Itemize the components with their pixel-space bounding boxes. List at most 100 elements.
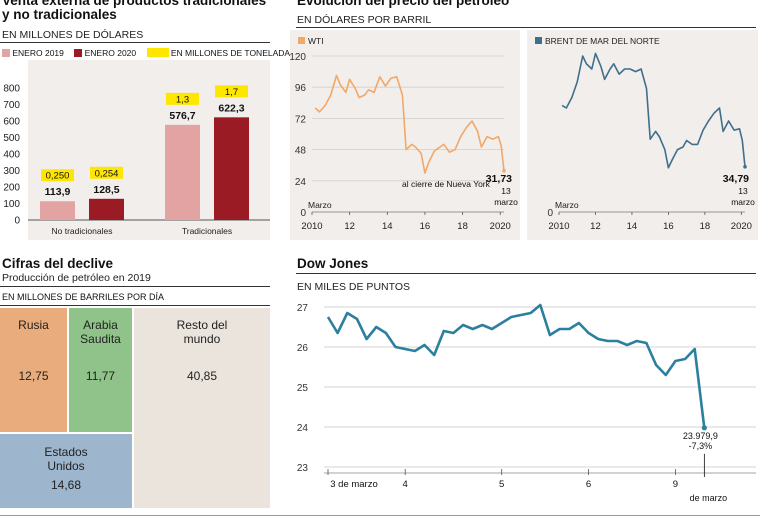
dow-ytick-label: 24 (297, 423, 309, 434)
trade-tonnes-label: 0,254 (95, 168, 119, 179)
treemap-value-russia: 12,75 (18, 369, 49, 383)
dow-end-date: de marzo (690, 493, 728, 503)
oil-legend-swatch (298, 37, 305, 44)
oil-last-value: 31,73 (486, 173, 512, 185)
dow-series-line (326, 303, 706, 428)
trade-tonnes-label: 0,250 (46, 171, 70, 182)
treemap-value-saudi: 11,77 (85, 369, 116, 383)
trade-ytick-label: 700 (3, 100, 20, 111)
legend-swatch-2020 (74, 48, 83, 57)
treemap-value-usa: 14,68 (50, 478, 82, 492)
trade-ytick-label: 800 (3, 84, 20, 95)
trade-bar (40, 201, 75, 220)
trade-ytick-label: 500 (3, 133, 20, 144)
oil-xtick-label: 18 (457, 221, 468, 232)
oil-last-day: 13 (738, 186, 748, 196)
legend-label-2020: ENERO 2020 (84, 47, 137, 58)
trade-value-label: 113,9 (45, 186, 71, 198)
dow-rule (296, 273, 756, 274)
legend-label-2019: ENERO 2019 (12, 47, 64, 58)
decline-subtitle: Producción de petróleo en 2019 (2, 272, 151, 284)
trade-ytick-label: 0 (14, 216, 20, 227)
treemap-cell-rest: Resto del mundo 40,85 (134, 308, 270, 508)
trade-legend: ENERO 2019 ENERO 2020 EN MILLONES DE TON… (2, 47, 296, 58)
trade-ytick-label: 600 (3, 117, 20, 128)
treemap-label-usa: Estados Unidos (44, 445, 88, 473)
dow-ytick-label: 23 (297, 463, 309, 474)
decline-title: Cifras del declive (2, 256, 114, 271)
oil-unit: EN DÓLARES POR BARRIL (297, 14, 432, 26)
dow-title: Dow Jones (297, 256, 369, 271)
decline-unit: EN MILLONES DE BARRILES POR DÍA (2, 292, 165, 302)
oil-note-label: al cierre de Nueva York (402, 179, 491, 189)
trade-tonnes-badge (215, 85, 248, 98)
oil-ytick-label: 72 (295, 114, 307, 125)
oil-ytick-label: 0 (547, 208, 553, 219)
oil-xtick-label: 2020 (490, 221, 511, 232)
dow-xtick-label: 6 (586, 479, 591, 490)
trade-value-label: 128,5 (93, 184, 119, 196)
wti-chart: 0 24 48 72 96 120 2010 12 14 16 18 2020 WTI Marzo 31,7… (290, 30, 520, 240)
treemap-cell-russia: Rusia 12,75 (0, 308, 67, 432)
dow-last-value: 23.979,9 (683, 431, 718, 441)
oil-start-label: Marzo (555, 200, 579, 210)
oil-last-month: marzo (494, 197, 518, 207)
trade-value-label: 622,3 (218, 102, 244, 114)
treemap-cell-usa: Estados Unidos 14,68 (0, 434, 132, 508)
oil-xtick-label: 16 (420, 221, 431, 232)
dow-ytick-label: 26 (297, 343, 309, 354)
trade-category-label: Tradicionales (182, 226, 232, 236)
treemap: Rusia 12,75 Arabia Saudita 11,77 Resto d… (0, 308, 270, 508)
trade-tonnes-badge (90, 166, 123, 179)
trade-bar (89, 198, 124, 220)
trade-tonnes-label: 1,3 (176, 94, 189, 105)
brent-chart: 0 2010 12 14 16 18 2020 BRENT DE MAR DEL NORTE M… (527, 30, 758, 240)
oil-title: Evolución del precio del petróleo (297, 0, 510, 8)
oil-last-day: 13 (501, 186, 511, 196)
legend-label-tonnes: EN MILLONES DE TONELADAS (170, 47, 296, 58)
oil-xtick-label: 2010 (301, 221, 322, 232)
oil-ytick-label: 48 (295, 146, 307, 157)
oil-unit-rule (296, 27, 756, 28)
trade-unit-rule (0, 42, 270, 43)
trade-unit: EN MILLONES DE DÓLARES (2, 29, 144, 41)
trade-title: Venta externa de productos tradicionales… (2, 0, 267, 22)
brent-plot-bg (527, 30, 758, 240)
oil-legend-label: BRENT DE MAR DEL NORTE (545, 36, 660, 46)
trade-ytick-label: 300 (3, 166, 20, 177)
oil-legend-swatch (535, 37, 542, 44)
oil-xtick-label: 2020 (731, 221, 752, 232)
oil-last-value: 34,79 (723, 173, 749, 185)
oil-last-month: marzo (731, 197, 755, 207)
dow-xtick-label: 5 (499, 479, 504, 490)
trade-bar-chart: 0 100 200 300 400 500 600 700 800 113,9 0,250 128,5… (3, 60, 270, 240)
dow-chart: 23 24 25 26 27 3 de marzo 4 5 6 9 23.979,9-7,3% de … (296, 297, 756, 509)
trade-value-label: 576,7 (169, 110, 195, 122)
footer-rule (0, 515, 760, 516)
trade-ytick-label: 200 (3, 183, 20, 194)
trade-category-label: No tradicionales (52, 226, 113, 236)
oil-legend-label: WTI (308, 36, 324, 46)
treemap-label-rest: Resto del mundo (176, 318, 228, 346)
trade-tonnes-badge (166, 92, 199, 105)
oil-last-point (743, 164, 747, 169)
dow-last-point (701, 425, 707, 431)
oil-last-point (502, 168, 506, 173)
dow-xtick-label: 4 (403, 479, 408, 490)
oil-start-label: Marzo (308, 200, 332, 210)
dow-plot-bg (296, 297, 756, 509)
treemap-label-russia: Rusia (18, 318, 49, 332)
treemap-value-rest: 40,85 (186, 369, 218, 383)
oil-ytick-label: 96 (295, 83, 307, 94)
oil-xtick-label: 12 (590, 221, 601, 232)
trade-ytick-label: 400 (3, 150, 20, 161)
oil-ytick-label: 24 (295, 177, 307, 188)
oil-series-line (314, 74, 505, 174)
oil-ytick-label: 0 (300, 208, 306, 219)
oil-series-line (561, 52, 746, 169)
oil-xtick-label: 12 (344, 221, 355, 232)
oil-xtick-label: 2010 (548, 221, 569, 232)
dow-xtick-label: 9 (673, 479, 678, 490)
dow-last-change: -7,3% (689, 441, 713, 451)
oil-xtick-label: 16 (663, 221, 674, 232)
